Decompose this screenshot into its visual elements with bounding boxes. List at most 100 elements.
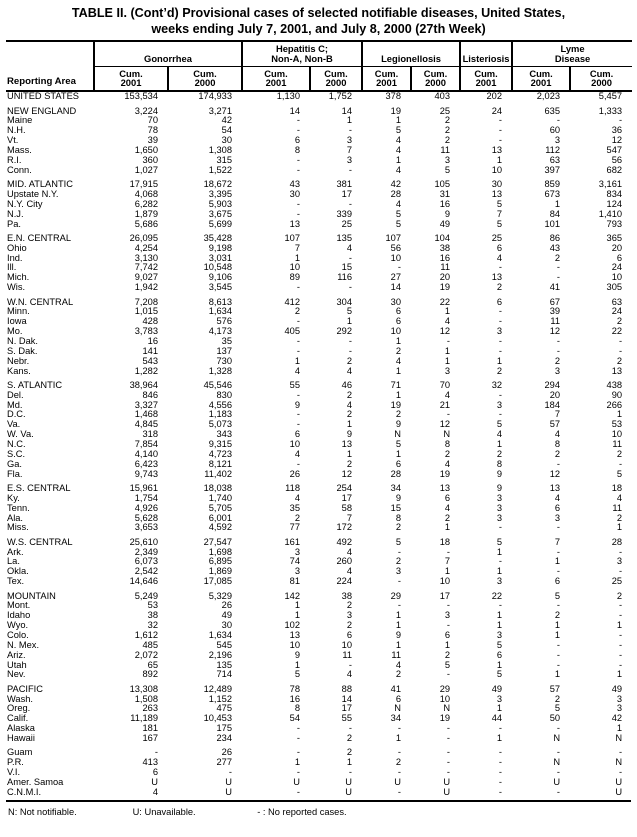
row-label: Ala.	[7, 512, 24, 523]
cell: 10	[289, 262, 300, 273]
cell: U	[443, 776, 451, 787]
cell: 2	[346, 620, 353, 631]
cell: 2	[346, 600, 353, 611]
cell: 2	[444, 115, 451, 126]
table-row: Ala. 5,628 6,001 2 7 8 2 3 3 2	[6, 512, 632, 524]
cell: 1	[554, 620, 561, 631]
cell: -	[348, 723, 353, 734]
cell: 485	[142, 639, 158, 650]
cell: 10	[390, 326, 402, 337]
cell: 17	[341, 703, 353, 714]
cell: 1	[395, 733, 402, 743]
cell: 263	[142, 703, 158, 714]
cell: 1	[294, 610, 300, 621]
cell: 4	[395, 355, 402, 366]
cell: 6	[496, 649, 503, 660]
row-label: Md.	[7, 399, 23, 410]
cell: 174,933	[198, 91, 232, 102]
cell: 360	[142, 154, 158, 165]
cell: 339	[336, 208, 353, 219]
row-label: Colo.	[7, 629, 29, 640]
cell: 2	[444, 125, 451, 136]
cell: 6	[395, 458, 402, 469]
table-row: Wash. 1,508 1,152 16 14 6 10 3 2 3	[6, 693, 632, 705]
cell: 11,402	[204, 468, 232, 479]
cell: 10,453	[203, 713, 232, 724]
cell: 9	[496, 468, 503, 479]
row-label: Alaska	[7, 723, 35, 734]
cell: -	[618, 458, 623, 469]
table-row: UNITED STATES 153,534 174,933 1,130 1,752 378…	[6, 91, 632, 102]
cell: 4	[444, 316, 451, 327]
cell: 5	[395, 439, 402, 449]
cell: 5	[444, 164, 451, 175]
table-row: E.S. CENTRAL 15,961 18,038 118 254 34 13 9 13 18	[6, 482, 632, 494]
cell: 4,845	[134, 419, 158, 430]
cell: -	[498, 747, 503, 758]
cell: 5,329	[208, 590, 232, 601]
cell: 2	[346, 733, 353, 743]
cell: 24	[491, 105, 503, 116]
cell: 9,106	[208, 272, 232, 283]
table-row: Calif. 11,189 10,453 54 55 34 19 44 50 42	[6, 713, 632, 724]
cell: 3	[616, 703, 623, 714]
cell: 4,140	[134, 448, 158, 459]
cell: N	[553, 733, 561, 743]
cell: 413	[142, 757, 158, 768]
cell: 545	[216, 639, 232, 650]
cell: -	[348, 164, 353, 175]
cell: 1	[496, 546, 503, 557]
cell: 10	[611, 429, 623, 440]
cell: 28	[390, 468, 402, 479]
table-row: Upstate N.Y. 4,068 3,395 30 17 28 31 13 673 834	[6, 188, 632, 200]
cell: 13,308	[129, 683, 158, 694]
table-row: N.C. 7,854 9,315 10 13 5 8 1 8 11	[6, 439, 632, 450]
cell: 9	[395, 492, 402, 503]
cell: 13	[491, 272, 503, 283]
table-row: Fla. 9,743 11,402 26 12 28 19 9 12 5	[6, 468, 632, 480]
cell: -	[618, 566, 623, 577]
cell: -	[556, 262, 561, 273]
row-label: Tex.	[7, 576, 25, 587]
cell: 1	[395, 154, 402, 165]
cell: 6,423	[134, 458, 158, 469]
cell: 17,085	[203, 576, 232, 587]
table-row: Idaho 38 49 1 3 1 3 1 2 -	[6, 610, 632, 621]
cell: 2	[294, 512, 300, 523]
cell: 1,508	[134, 693, 158, 704]
cell: 181	[142, 723, 158, 734]
cell: 3	[444, 365, 451, 376]
cell: -	[296, 282, 300, 293]
cell: 304	[336, 296, 353, 307]
table-row: Iowa 428 576 - 1 6 4 - 11 2	[6, 316, 632, 327]
cell: 1	[395, 639, 402, 650]
cell: 9	[294, 649, 300, 660]
cell: 13	[341, 439, 353, 449]
cell: 4	[496, 429, 503, 440]
cell: 2	[496, 448, 503, 459]
cell: 4	[346, 242, 353, 253]
cell: -	[498, 723, 503, 734]
cell: 13	[491, 188, 503, 199]
row-label: Del.	[7, 389, 24, 400]
cell: 9	[496, 482, 503, 493]
cell: 25,610	[129, 536, 158, 547]
row-label: Ark.	[7, 546, 24, 557]
cell: 3	[294, 566, 300, 577]
cell: -	[348, 767, 353, 778]
row-label: Mass.	[7, 145, 32, 155]
cell: 714	[216, 669, 232, 680]
cell: 292	[336, 326, 353, 337]
cell: 1	[346, 419, 353, 430]
cell: U	[615, 776, 623, 787]
diseases-table: Reporting Area Gonorrhea Hepatitis C; Non-…	[6, 39, 633, 798]
cell: 7	[346, 512, 353, 523]
cell: 45,546	[203, 379, 232, 390]
col-group-hepatitis-c: Hepatitis C; Non-A, Non-B	[240, 39, 363, 67]
cell: -	[498, 786, 503, 797]
cell: -	[296, 733, 300, 743]
cell: N	[553, 757, 561, 768]
cell: 2	[395, 522, 402, 533]
cell: -	[556, 335, 561, 346]
cell: 141	[142, 345, 158, 356]
